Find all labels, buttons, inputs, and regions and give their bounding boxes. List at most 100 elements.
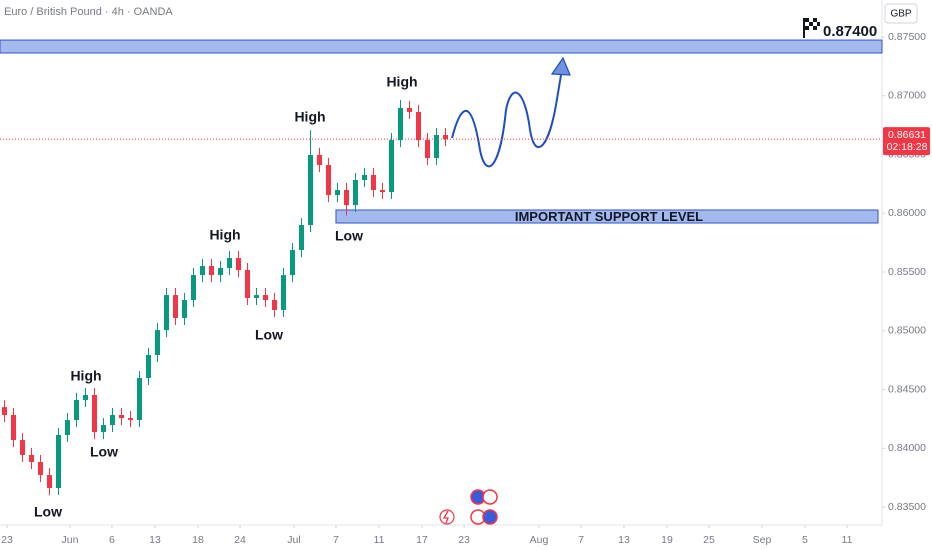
y-tick-label: 0.85500 [888,266,926,278]
candle-body [398,107,403,141]
candle-body [182,299,187,318]
annotation: Low [255,327,283,343]
x-tick-label: 6 [109,534,115,546]
x-tick-label: 25 [703,534,715,546]
annotation: Low [34,504,62,520]
candle-body [38,462,43,476]
y-tick-label: 0.86000 [888,207,926,219]
last-price-label: 0.86631 [888,129,926,141]
candle-body [11,415,16,441]
candle-body [2,407,7,416]
candle-body [326,164,331,196]
currency-badge[interactable] [884,3,918,24]
candle-body [47,475,52,488]
candle-body [290,250,295,276]
x-tick-label: 7 [578,534,584,546]
candle-body [434,135,439,159]
candle-body [191,275,196,300]
candle-body [128,418,133,421]
candle-body [299,225,304,251]
y-tick-label: 0.85000 [888,325,926,337]
y-tick-label: 0.87000 [888,90,926,102]
candle-body [425,140,430,159]
y-tick-label: 0.87500 [888,31,926,43]
x-tick-label: 17 [416,534,428,546]
annotation: Low [335,228,363,244]
candle-body [281,275,286,310]
candle-body [335,190,340,196]
x-tick-label: Jun [62,534,79,546]
zone-label: IMPORTANT SUPPORT LEVEL [515,209,703,224]
candle-body [371,174,376,191]
candle-body [344,190,349,206]
candle-body [164,295,169,331]
y-tick-label: 0.83500 [888,501,926,513]
x-tick-label: 23 [458,534,470,546]
annotation: High [209,227,240,243]
candle-body [200,266,205,276]
x-tick-label: 19 [661,534,673,546]
x-tick-label: 11 [374,534,385,546]
candle-body [137,378,142,421]
currency-label: GBP [890,9,911,20]
candle-body [389,140,394,192]
x-tick-label: 24 [234,534,246,546]
candle-body [20,440,25,455]
symbol-title: Euro / British Pound · 4h · OANDA [4,6,173,18]
y-tick-label: 0.84500 [888,383,926,395]
candle-body [236,258,241,271]
candle-body [245,270,250,298]
candle-body [92,395,97,433]
x-tick-label: 5 [802,534,808,546]
candle-body [308,154,313,226]
candle-body [254,295,259,298]
candle-body [218,268,223,276]
last-price-badge [883,127,930,156]
x-tick-label: Sep [753,534,772,546]
candle-body [173,295,178,318]
flag-icon [803,18,820,38]
candle-body [209,266,214,276]
annotation: Low [90,444,118,460]
candle-body [272,299,277,310]
candle-body [146,354,151,379]
candle-body [65,420,70,435]
candle-body [74,399,79,421]
candle-body [119,415,124,419]
candle-body [416,111,421,141]
x-tick-label: 13 [149,534,161,546]
event-icons [439,489,498,525]
countdown-label: 02:18:28 [887,141,928,153]
y-tick-label: 0.84000 [888,442,926,454]
projection [451,56,571,168]
annotation: High [70,368,101,384]
zone [335,209,879,224]
candle-body [443,135,448,140]
candle-body [353,180,358,206]
zone [0,39,883,54]
candle-body [380,190,385,192]
x-tick-label: 13 [618,534,630,546]
x-tick-label: Jul [287,534,300,546]
x-tick-label: 18 [192,534,204,546]
candle-body [263,295,268,300]
candle-body [110,415,115,426]
annotation: High [294,109,325,125]
x-tick-label: 7 [333,534,339,546]
target-label: 0.87400 [823,23,877,40]
candle-body [362,174,367,181]
candle-body [101,425,106,433]
candle-body [155,330,160,355]
annotation: High [386,74,417,90]
candle-body [227,258,232,269]
x-tick-label: 23 [1,534,13,546]
candle-body [407,107,412,112]
candle-body [56,434,61,488]
candle-body [83,395,88,400]
candle-body [317,154,322,165]
candle-body [29,454,34,463]
x-tick-label: Aug [530,534,549,546]
x-tick-label: 11 [842,534,853,546]
